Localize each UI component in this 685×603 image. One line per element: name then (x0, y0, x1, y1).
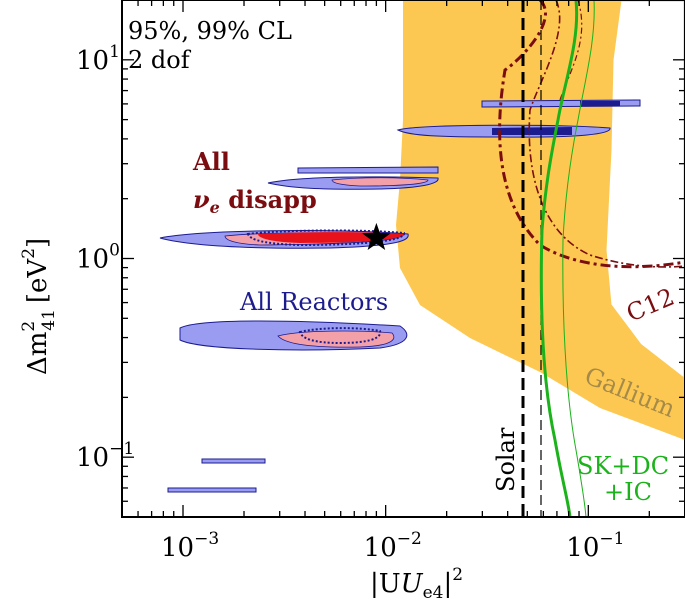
reactor-island-6 (167, 487, 257, 493)
axis-ticks (121, 0, 685, 518)
x-axis-label-sup: 2 (452, 565, 463, 585)
pink-island-3 (277, 330, 395, 348)
x-axis-label-sub: e4 (423, 583, 444, 603)
y-tick-label: 101 (76, 42, 120, 76)
y-axis-label-sub: 41 (39, 309, 59, 331)
dof-note: 2 dof (128, 46, 192, 74)
skdc-99-line (539, 0, 579, 517)
axis-tick-labels: 10−3 10−2 10−1 10−1 100 101 (76, 42, 624, 563)
c12-contour-95 (528, 0, 685, 268)
disapp-dotted-contour-2 (298, 327, 382, 345)
y-axis-label-main: Δm (23, 332, 53, 375)
c12-contour-99 (498, 0, 685, 269)
x-tick-label: 10−1 (566, 529, 624, 563)
reactor-core-8 (580, 101, 620, 106)
cl-note: 95%, 99% CL (128, 17, 292, 45)
disapp-dotted-contour-1 (246, 229, 405, 247)
y-tick-label: 100 (76, 241, 120, 275)
gallium-inner-region (603, 0, 685, 382)
reactor-core-7 (492, 127, 572, 135)
x-tick-label: 10−3 (161, 529, 219, 563)
y-axis-label-sup: 2 (19, 321, 39, 332)
skdc-95-line (562, 0, 595, 517)
skdc-label-line1: SK+DC (577, 452, 669, 480)
solar-label: Solar (492, 427, 520, 492)
x-axis-label-main: |U (370, 569, 401, 599)
reactor-island-5 (201, 458, 266, 464)
y-axis-unit-close: ] (23, 238, 53, 248)
disapp-word: disapp (220, 185, 317, 214)
y-axis-unit: [eV (23, 258, 53, 304)
x-axis-label: |UUe4|2 (370, 565, 463, 603)
all-disapp-label-line1: All (192, 147, 230, 176)
plot-area (159, 0, 685, 517)
best-fit-star (362, 222, 391, 250)
y-axis-unit-sup: 2 (19, 248, 39, 259)
nu-subscript: e (210, 198, 220, 217)
reactor-island-3 (297, 166, 439, 174)
all-disapp-label-line2: νe disapp (193, 185, 317, 217)
skdc-label-line2: +IC (604, 478, 652, 506)
x-tick-label: 10−2 (364, 529, 422, 563)
nu-symbol: ν (193, 185, 210, 214)
all-reactors-label: All Reactors (239, 288, 388, 316)
pink-island-2 (331, 177, 429, 187)
y-axis-label: Δm241[eV2] (19, 238, 59, 375)
y-tick-label: 10−1 (76, 439, 134, 473)
